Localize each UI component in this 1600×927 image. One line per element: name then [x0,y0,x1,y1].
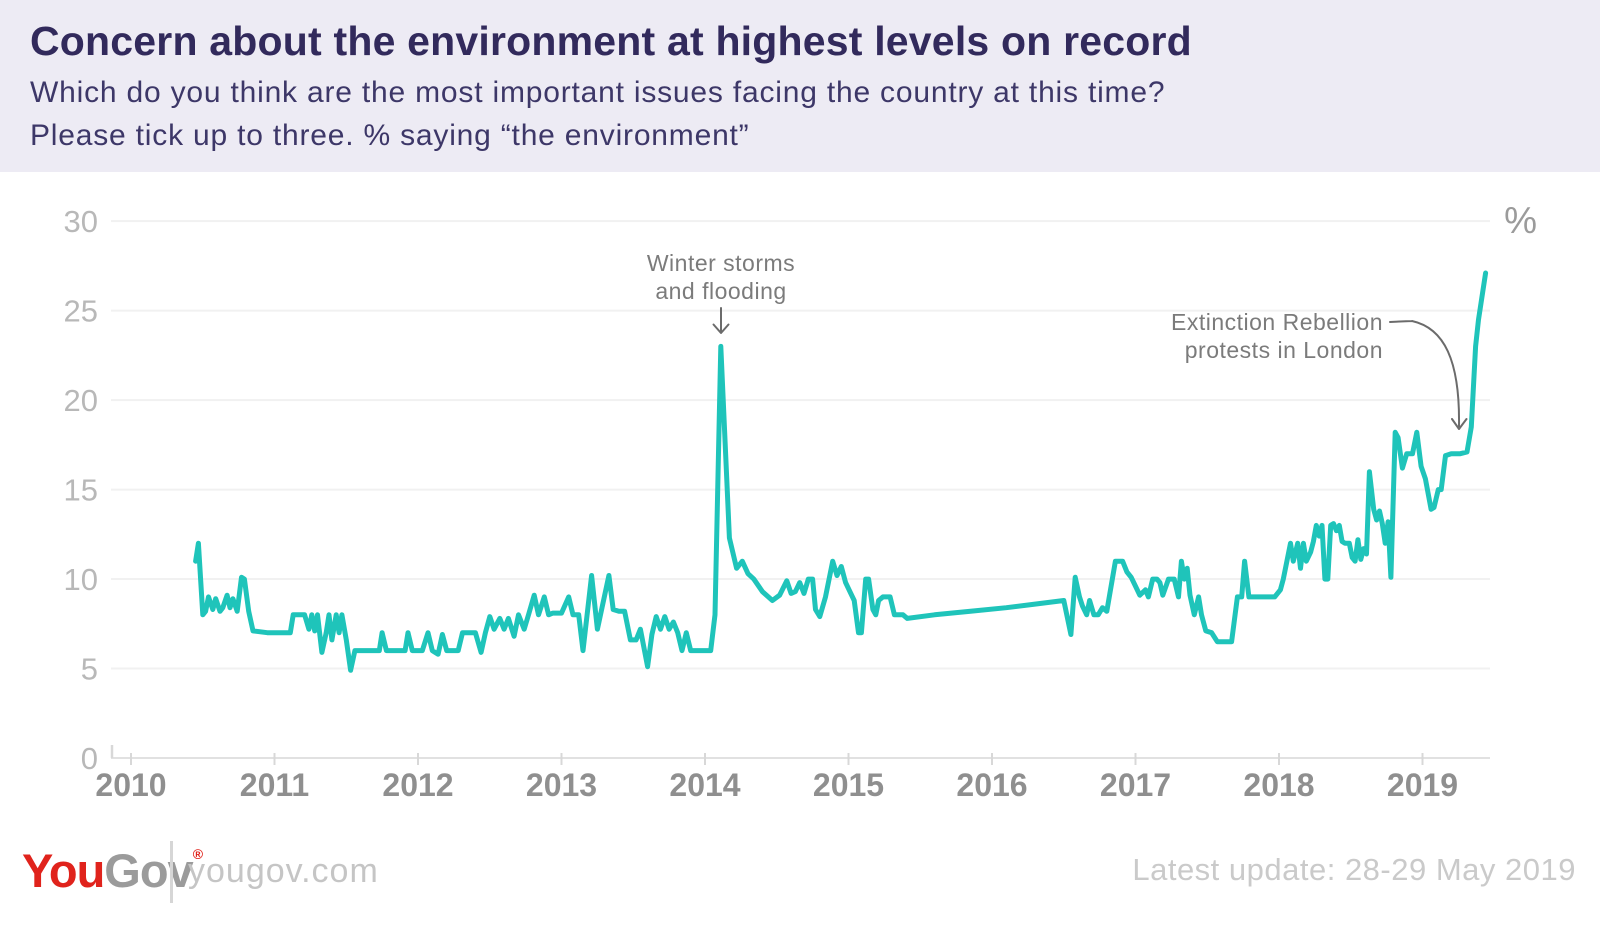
x-axis-label: 2011 [240,767,309,803]
logo-you-text: You [22,844,105,897]
x-axis-label: 2014 [669,767,740,803]
subtitle-line-1: Which do you think are the most importan… [30,76,1166,109]
y-axis-label: 0 [81,741,98,776]
x-axis-label: 2015 [813,767,884,803]
yougov-logo: YouGov® [22,843,203,898]
curved-arrow-icon [1389,320,1468,430]
x-axis-label: 2013 [526,767,597,803]
y-axis-label: 5 [81,652,98,687]
trend-line [193,270,1489,673]
winter-storms-label-line1: Winter storms [647,250,795,276]
x-axis-label: 2016 [956,767,1027,803]
x-axis: 2010 2011 2012 2013 2014 2015 2016 2017 2018 2019 [95,745,1458,803]
subtitle-line-2: Please tick up to three. % saying “the e… [30,119,750,152]
registered-mark-icon: ® [192,846,203,862]
x-axis-label: 2010 [95,767,166,803]
y-axis-label: 25 [64,294,98,329]
latest-update-text: Latest update: 28-29 May 2019 [1132,852,1576,887]
gridlines: 0 5 10 15 20 25 30 [64,204,1490,776]
header-banner: Concern about the environment at highest… [0,0,1600,172]
x-axis-label: 2012 [382,767,453,803]
down-arrow-icon [712,307,730,334]
x-axis-label: 2019 [1387,767,1458,803]
extinction-label-line2: protests in London [1185,337,1383,363]
y-axis-label: 20 [64,383,98,418]
x-axis-label: 2017 [1100,767,1171,803]
footer-divider [170,841,173,903]
winter-storms-label-line2: and flooding [655,278,786,304]
footer: YouGov® yougov.com Latest update: 28-29 … [0,825,1600,927]
percent-unit-label: % [1504,200,1537,241]
extinction-rebellion-annotation: Extinction Rebellion protests in London [1171,309,1468,430]
logo-gov-text: Gov [104,844,193,897]
y-axis-label: 15 [64,473,98,508]
y-axis-label: 30 [64,204,98,239]
page-title: Concern about the environment at highest… [30,18,1192,64]
y-axis-label: 10 [64,562,98,597]
x-axis-label: 2018 [1243,767,1314,803]
yougov-url: yougov.com [188,852,379,890]
winter-storms-annotation: Winter storms and flooding [647,250,795,334]
extinction-label-line1: Extinction Rebellion [1171,309,1383,335]
